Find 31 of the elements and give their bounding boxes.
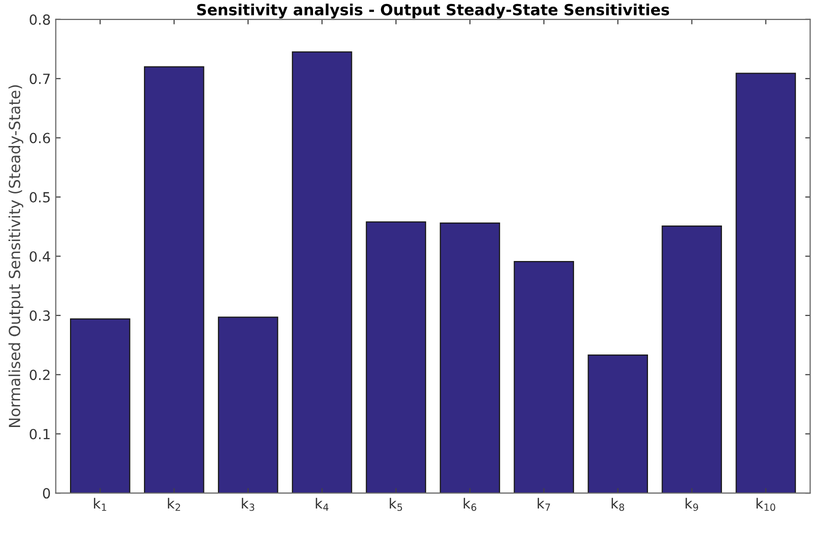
y-tick-label: 0.3 (30, 310, 50, 321)
bar (514, 261, 574, 494)
y-tick-label: 0 (42, 488, 50, 499)
y-tick-label: 0.2 (30, 370, 50, 380)
y-tick-label: 0.8 (30, 14, 50, 25)
bar (70, 318, 130, 494)
x-tick-label: k$_{2}$ (168, 498, 180, 511)
bar (218, 316, 278, 494)
x-tick-label: k$_{8}$ (612, 498, 624, 511)
bar (144, 66, 204, 494)
bar (588, 354, 648, 494)
y-tick-label: 0.1 (30, 428, 50, 440)
y-tick-label: 0.5 (30, 192, 50, 202)
bar (662, 225, 722, 494)
x-tick-label: k$_{7}$ (538, 498, 550, 511)
x-tick-label: k$_{9}$ (686, 498, 698, 511)
y-tick-label: 0.6 (30, 132, 50, 144)
bar (366, 221, 426, 494)
x-tick-label: k$_{1}$ (94, 498, 106, 511)
x-tick-label: k$_{4}$ (316, 498, 328, 511)
chart-title: Sensitivity analysis - Output Steady-State Sensitivities (197, 4, 670, 19)
bar (440, 222, 500, 494)
x-tick-label: k$_{6}$ (464, 498, 476, 511)
x-tick-label: k$_{5}$ (390, 498, 402, 511)
bar (292, 51, 352, 494)
x-tick-label: k$_{3}$ (242, 498, 254, 511)
y-tick-label: 0.4 (30, 251, 50, 262)
y-tick-label: 0.7 (30, 74, 50, 84)
x-tick-label: k$_{10}$ (756, 498, 776, 511)
bar (736, 72, 796, 494)
y-axis-title: Normalised Output Sensitivity (Steady-State) (8, 85, 24, 428)
